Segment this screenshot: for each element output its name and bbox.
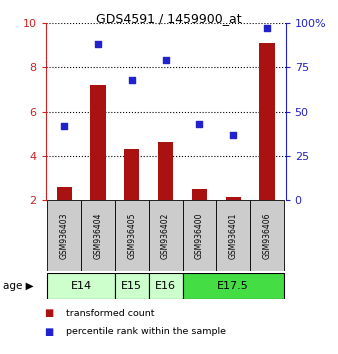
Text: age ▶: age ▶ <box>3 281 34 291</box>
Point <box>197 121 202 127</box>
FancyBboxPatch shape <box>250 200 284 271</box>
Bar <box>192 189 207 200</box>
Bar <box>158 143 173 200</box>
FancyBboxPatch shape <box>183 273 284 299</box>
Text: ■: ■ <box>44 308 53 318</box>
FancyBboxPatch shape <box>115 273 149 299</box>
FancyBboxPatch shape <box>149 200 183 271</box>
Text: E14: E14 <box>71 281 92 291</box>
Bar <box>226 197 241 200</box>
Text: GSM936400: GSM936400 <box>195 212 204 259</box>
FancyBboxPatch shape <box>216 200 250 271</box>
Text: GSM936403: GSM936403 <box>60 212 69 259</box>
FancyBboxPatch shape <box>81 200 115 271</box>
Point <box>95 41 101 47</box>
Text: E17.5: E17.5 <box>217 281 249 291</box>
FancyBboxPatch shape <box>149 273 183 299</box>
Bar <box>56 187 72 200</box>
Text: GSM936402: GSM936402 <box>161 212 170 259</box>
FancyBboxPatch shape <box>183 200 216 271</box>
Point <box>231 132 236 137</box>
Point <box>129 77 135 82</box>
Text: GSM936404: GSM936404 <box>94 212 102 259</box>
Text: GSM936406: GSM936406 <box>263 212 271 259</box>
Text: E16: E16 <box>155 281 176 291</box>
Text: ■: ■ <box>44 327 53 337</box>
Text: percentile rank within the sample: percentile rank within the sample <box>66 327 226 336</box>
Text: GDS4591 / 1459900_at: GDS4591 / 1459900_at <box>96 12 242 25</box>
Bar <box>91 85 106 200</box>
Bar <box>260 43 275 200</box>
Point <box>62 123 67 129</box>
Text: GSM936401: GSM936401 <box>229 212 238 259</box>
FancyBboxPatch shape <box>47 273 115 299</box>
Text: transformed count: transformed count <box>66 309 154 318</box>
FancyBboxPatch shape <box>115 200 149 271</box>
Point <box>163 57 168 63</box>
Text: GSM936405: GSM936405 <box>127 212 136 259</box>
Point <box>264 25 270 31</box>
FancyBboxPatch shape <box>47 200 81 271</box>
Bar <box>124 149 140 200</box>
Text: E15: E15 <box>121 281 142 291</box>
